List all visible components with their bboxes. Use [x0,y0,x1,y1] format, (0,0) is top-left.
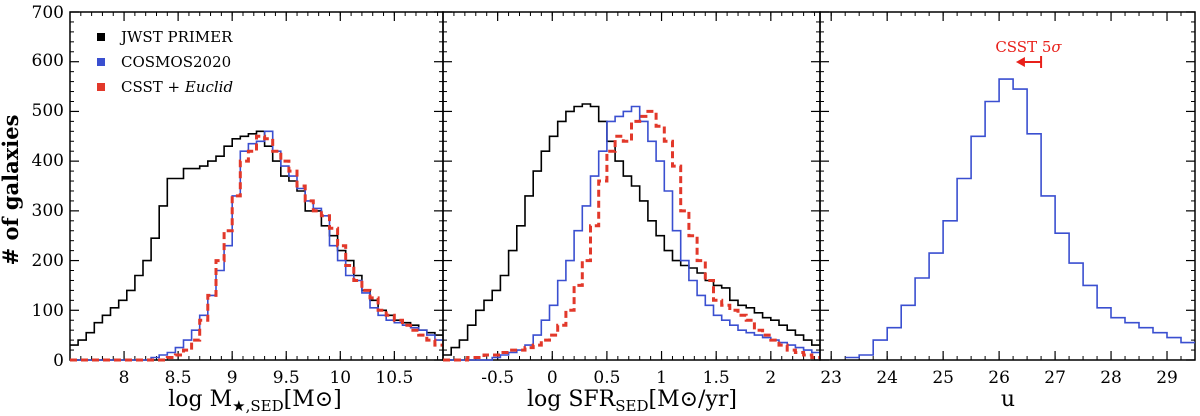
y-tick-label: 0 [53,351,64,371]
plot-frame [819,11,1196,361]
x-tick-label: 0.5 [593,368,620,388]
csst-limit-arrow-head [1015,57,1025,67]
x-tick-label: 0 [547,368,558,388]
csst-limit-label-prefix: CSST 5 [995,38,1051,56]
x-tick-label: 28 [1100,368,1122,388]
panel-u-band: 23 24 25 26 27 28 29 [819,11,1196,388]
legend-swatch-csst [97,83,105,91]
histogram-csst-euclid [443,109,820,362]
x-tick-label: 23 [820,368,842,388]
x-label-mass-unit: [M⊙] [284,387,342,412]
x-axis-label-sfr: log SFRSED[M⊙/yr] [527,387,737,415]
x-tick-label: -0.5 [481,368,514,388]
histogram-csst-euclid [70,134,443,362]
y-tick-labels: 0 100 200 300 400 500 600 700 [32,3,64,371]
x-tick-label: 29 [1156,368,1178,388]
y-tick-label: 400 [32,151,64,171]
y-tick-label: 300 [32,201,64,221]
x-tick-label: 1.5 [703,368,730,388]
y-tick-label: 500 [32,101,64,121]
x-tick-label: 10 [329,368,351,388]
x-label-sfr-main: log SFR [527,387,617,412]
histogram-cosmos2020 [443,105,820,361]
x-label-sfr-sub: SED [615,397,648,415]
x-tick-label: 27 [1044,368,1066,388]
legend-label-csst-prefix: CSST + [121,78,185,96]
legend: JWST PRIMER COSMOS2020 CSST + Euclid [97,28,233,96]
legend-swatch-cosmos [97,58,105,66]
x-label-mass-main: log M [168,387,232,412]
x-tick-label: 2 [765,368,776,388]
x-tick-label: 26 [988,368,1010,388]
x-axis-label-mass: log M★,SED[M⊙] [168,387,342,415]
csst-limit-label: CSST 5σ [995,38,1062,56]
x-tick-label: 1 [656,368,667,388]
legend-swatch-jwst [97,33,105,41]
legend-label-jwst: JWST PRIMER [119,28,233,46]
y-tick-label: 100 [32,301,64,321]
legend-label-csst: CSST + Euclid [121,78,233,96]
x-tick-label: 10.5 [375,368,413,388]
y-tick-label: 600 [32,51,64,71]
y-tick-label: 700 [32,3,64,23]
y-tick-label: 200 [32,251,64,271]
csst-limit-label-sigma: σ [1051,38,1062,56]
x-tick-label: 8 [119,368,130,388]
panel-sfr: -0.5 0 0.5 1 1.5 2 [442,11,821,388]
y-axis-label: # of galaxies [0,115,23,266]
x-tick-label: 24 [876,368,898,388]
legend-label-csst-italic: Euclid [184,78,233,96]
x-tick-label: 8.5 [165,368,192,388]
histogram-cosmos2020 [70,130,443,361]
x-label-mass-sub: ★,SED [232,397,283,415]
x-tick-label: 9 [227,368,238,388]
x-tick-label: 9.5 [273,368,300,388]
x-tick-label: 25 [932,368,954,388]
x-label-sfr-unit: [M⊙/yr] [649,387,737,412]
legend-label-cosmos: COSMOS2020 [121,53,231,71]
csst-limit-annotation: CSST 5σ [995,38,1062,68]
histogram-jwst-primer [443,103,820,356]
histogram-cosmos2020 [845,78,1195,359]
x-axis-label-u: u [1001,387,1015,412]
